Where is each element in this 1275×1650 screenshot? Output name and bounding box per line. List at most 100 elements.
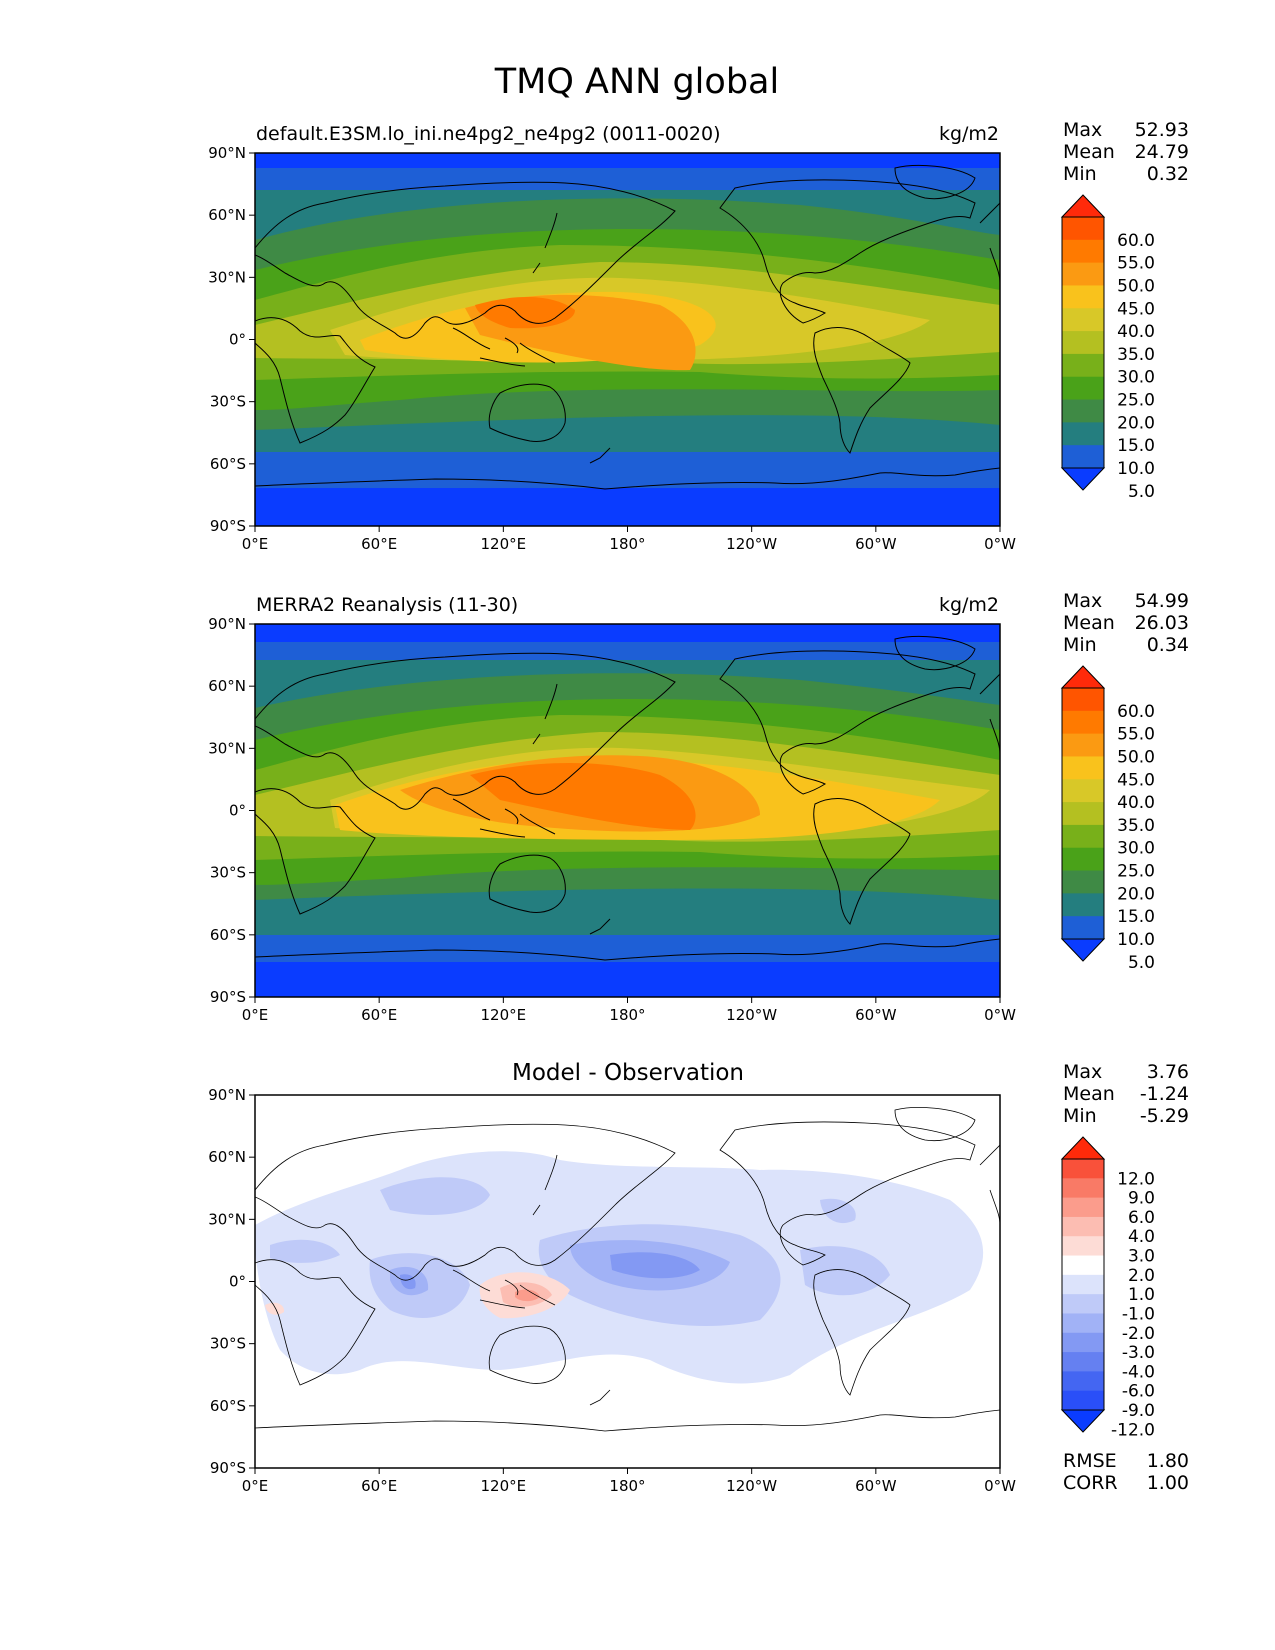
colorbar-segment (1062, 1294, 1104, 1314)
y-tick-label: 90°N (208, 144, 246, 162)
colorbar-segment (1062, 1178, 1104, 1199)
colorbar-label: -3.0 (1122, 1343, 1155, 1363)
colorbar-label: -6.0 (1122, 1382, 1155, 1402)
colorbar-label: 25.0 (1117, 391, 1155, 411)
stat-label: Min (1063, 1105, 1097, 1127)
panel-model: default.E3SM.lo_ini.ne4pg2_ne4pg2 (0011-… (254, 123, 1001, 527)
extra-stat-label: CORR (1063, 1472, 1118, 1494)
x-tick-label: 120°E (481, 535, 527, 553)
colorbar-label: 35.0 (1117, 345, 1155, 365)
x-tick-label: 120°W (726, 535, 777, 553)
y-tick-label: 90°N (208, 615, 246, 633)
colorbar-label: 12.0 (1117, 1169, 1155, 1189)
y-tick-label: 90°S (210, 1459, 246, 1477)
y-tick-label: 90°S (210, 988, 246, 1006)
stat-value: 3.76 (1147, 1061, 1189, 1083)
panel-title-left: MERRA2 Reanalysis (11-30) (256, 594, 518, 616)
y-tick-label: 60°N (208, 677, 246, 695)
colorbar-segment (1062, 1255, 1104, 1276)
colorbar-extend-max (1060, 665, 1106, 689)
extra-stat-value: 1.80 (1147, 1450, 1189, 1472)
colorbar-label: 40.0 (1117, 322, 1155, 342)
colorbar-label: 50.0 (1117, 747, 1155, 767)
colorbar-frame (1061, 216, 1105, 469)
y-tick-label: 0° (229, 331, 246, 349)
x-tick-label: 120°E (481, 1477, 527, 1495)
colorbar-label: 50.0 (1117, 276, 1155, 296)
colorbar-segment (1062, 756, 1104, 780)
colorbar-label: -9.0 (1122, 1401, 1155, 1421)
extra-stat-label: RMSE (1063, 1450, 1117, 1472)
colorbar-segment (1062, 331, 1104, 355)
colorbar-segment (1062, 262, 1104, 286)
panel-difference: Model - Observation (254, 1060, 1001, 1469)
colorbar-label: 9.0 (1128, 1189, 1155, 1209)
colorbar-label: 20.0 (1117, 884, 1155, 904)
colorbar-segment (1062, 285, 1104, 309)
colorbar-label: 1.0 (1128, 1285, 1155, 1305)
stat-label: Max (1063, 1061, 1102, 1083)
colorbar-segment (1062, 802, 1104, 826)
x-tick-label: 120°W (726, 1477, 777, 1495)
colorbar-label: 2.0 (1128, 1266, 1155, 1286)
colorbar-label: 15.0 (1117, 907, 1155, 927)
colorbar-segment (1062, 824, 1104, 849)
colorbar-segment (1062, 353, 1104, 378)
x-tick-label: 60°W (855, 1477, 897, 1495)
x-tick-label: 0°W (984, 1006, 1016, 1024)
extra-stat-value: 1.00 (1147, 1472, 1189, 1494)
colorbar-label: -2.0 (1122, 1324, 1155, 1344)
colorbar-segment (1062, 399, 1104, 423)
colorbar-label: 5.0 (1128, 482, 1155, 502)
x-tick-label: 0°E (242, 1477, 269, 1495)
colorbar-extend-max (1060, 194, 1106, 218)
colorbar-label: 10.0 (1117, 930, 1155, 950)
colorbar-segment (1062, 1236, 1104, 1257)
stat-value: 52.93 (1135, 119, 1189, 141)
stat-label: Mean (1063, 141, 1115, 163)
colorbar-label: 60.0 (1117, 702, 1155, 722)
colorbar-label: 55.0 (1117, 254, 1155, 274)
colorbar-segment (1062, 445, 1104, 469)
colorbar-label: 25.0 (1117, 862, 1155, 882)
map-observation (255, 624, 1000, 997)
colorbar-extend-max (1060, 1136, 1106, 1160)
colorbar-label: 35.0 (1117, 816, 1155, 836)
y-tick-label: 30°N (208, 268, 246, 286)
colorbar-extend-min (1060, 467, 1106, 491)
y-tick-label: 90°S (210, 517, 246, 535)
y-tick-label: 0° (229, 1273, 246, 1291)
panel-observation: MERRA2 Reanalysis (11-30) kg/m2 (254, 594, 1001, 998)
colorbar-segment (1062, 733, 1104, 757)
colorbar-segment (1062, 217, 1104, 241)
map-difference (255, 1095, 1000, 1468)
map-model (255, 153, 1000, 526)
colorbar-extend-min (1060, 1409, 1106, 1433)
colorbar-label: -1.0 (1122, 1304, 1155, 1324)
x-tick-label: 60°E (361, 1006, 397, 1024)
stat-value: 0.32 (1147, 163, 1189, 185)
x-tick-label: 60°W (855, 1006, 897, 1024)
y-tick-label: 30°S (210, 864, 246, 882)
colorbar-label: 20.0 (1117, 413, 1155, 433)
stat-label: Max (1063, 590, 1102, 612)
x-tick-label: 60°W (855, 535, 897, 553)
y-tick-label: 30°N (208, 1210, 246, 1228)
colorbar-label: 40.0 (1117, 793, 1155, 813)
x-tick-label: 180° (609, 1006, 645, 1024)
colorbar-label: -12.0 (1111, 1420, 1155, 1440)
y-tick-label: 60°S (210, 1397, 246, 1415)
y-tick-label: 60°N (208, 1148, 246, 1166)
y-tick-label: 60°S (210, 926, 246, 944)
y-tick-label: 60°N (208, 206, 246, 224)
colorbar-segment (1062, 916, 1104, 940)
colorbar-label: 10.0 (1117, 459, 1155, 479)
panel-title-left: default.E3SM.lo_ini.ne4pg2_ne4pg2 (0011-… (256, 123, 721, 145)
stat-label: Max (1063, 119, 1102, 141)
colorbar-label: 30.0 (1117, 368, 1155, 388)
colorbar-segment (1062, 308, 1104, 332)
x-tick-label: 0°E (242, 535, 269, 553)
x-tick-label: 120°E (481, 1006, 527, 1024)
x-tick-label: 180° (609, 1477, 645, 1495)
